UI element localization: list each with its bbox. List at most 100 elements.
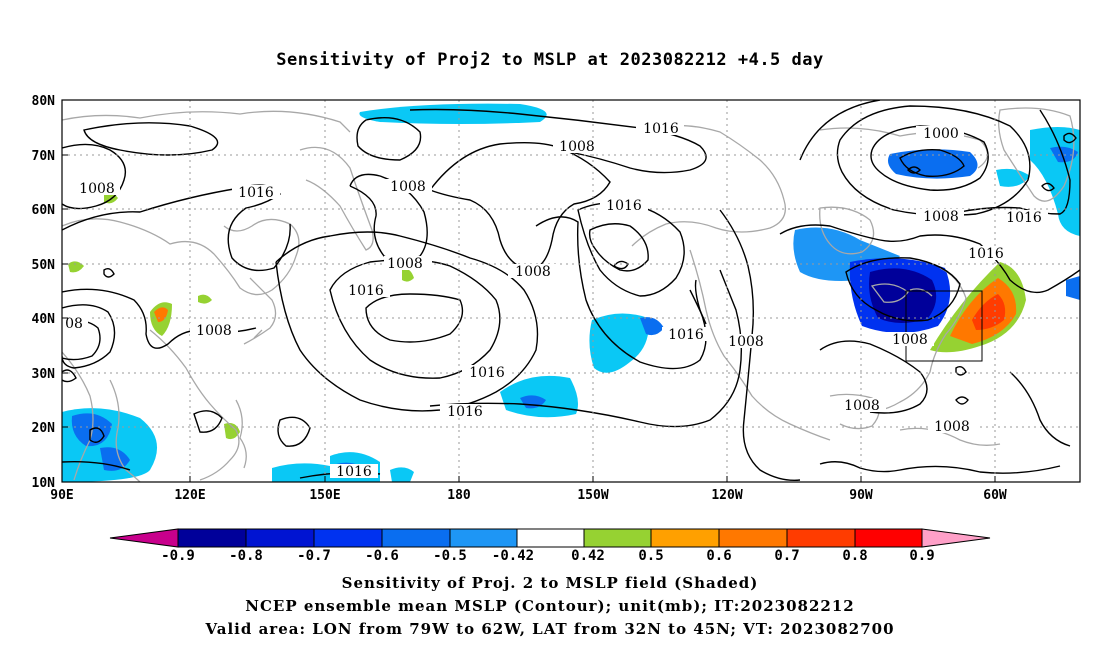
shade-green-3 [198, 294, 212, 304]
contour-label: 1016 [336, 464, 372, 480]
contour-label: 1008 [79, 181, 115, 197]
colorbar-bin [313, 528, 383, 548]
shade-ne-blue [1050, 146, 1078, 163]
colorbar-bin [718, 528, 788, 548]
isobar-1016-pac-west [329, 259, 501, 379]
isobar-na-coast [689, 289, 707, 325]
colorbar-bin [449, 528, 518, 548]
contour-label: 1016 [348, 283, 384, 299]
lon-label: 180 [447, 488, 471, 503]
isobar-1008-na-east [779, 224, 1080, 294]
lat-label: 70N [32, 149, 56, 164]
shade-hawaii-cyan [500, 375, 578, 418]
isobar-1008-nw [62, 143, 127, 210]
valid-area-box [905, 290, 983, 362]
colorbar-label: -0.9 [161, 548, 195, 564]
contour-label: 1008 [844, 398, 880, 414]
colorbar-bin [650, 528, 720, 548]
figure-title: Sensitivity of Proj2 to MSLP at 20230822… [276, 50, 824, 70]
isobar-small-loop1 [907, 166, 921, 174]
lon-label: 60W [983, 488, 1007, 503]
coastline-asia-north [62, 110, 351, 133]
coastline-greenland [998, 107, 1075, 202]
axis-ticks [62, 99, 996, 483]
shade-east-darkblue [869, 268, 937, 323]
shade-midpac-cyan [589, 313, 649, 373]
shade-south-cyan3 [390, 467, 414, 482]
shade-green-4 [402, 269, 414, 282]
isobar-1008-se [819, 340, 928, 414]
colorbar-bin [786, 528, 856, 548]
isobar-trop-w2 [277, 416, 311, 447]
colorbar-max-arrow [921, 528, 991, 548]
contour-label: 1008 [387, 256, 423, 272]
isobar-small-loop4 [955, 396, 969, 405]
colorbar-bin [177, 528, 247, 548]
coastline-caribbean [899, 427, 1001, 446]
coastline-na-east [861, 267, 967, 412]
coastline-kamchatka [299, 146, 374, 251]
isobar-1016-pac-large [275, 231, 539, 412]
isobar-trop-e1 [819, 461, 1061, 474]
isobar-small-loop7 [62, 369, 77, 383]
contour-label: 1016 [1006, 210, 1042, 226]
colorbar-label: 0.8 [842, 548, 867, 564]
isobar-loop-kuril [356, 117, 422, 161]
footer-line-2: NCEP ensemble mean MSLP (Contour); unit(… [245, 597, 855, 615]
shade-arctic-cyan2 [996, 168, 1030, 187]
coastline-philippines [235, 399, 247, 469]
lon-label: 150E [309, 488, 340, 503]
contour-label: 1016 [606, 198, 642, 214]
contour-label: 1016 [643, 121, 679, 137]
coastline-india [62, 351, 94, 481]
shade-arctic-cyan [359, 103, 547, 124]
shade-atlantic-blue [1066, 276, 1080, 300]
colorbar-label: -0.5 [433, 548, 467, 564]
colorbar-bin [583, 528, 652, 548]
isobar-1016-aleutian [409, 108, 707, 174]
lon-label: 120E [174, 488, 205, 503]
colorbar-label: 0.9 [909, 548, 934, 564]
contour-label: 1008 [515, 264, 551, 280]
lon-label: 90W [849, 488, 873, 503]
colorbar-label: 0.6 [706, 548, 731, 564]
colorbar-bin [854, 528, 923, 548]
colorbar: -0.9 -0.8 -0.7 -0.6 -0.5 -0.42 0.42 0.5 … [109, 528, 991, 564]
colorbar-label: -0.6 [365, 548, 399, 564]
contour-label: 1016 [469, 365, 505, 381]
isobar-small-loop8 [1063, 132, 1077, 144]
isobar-small-loop3 [1041, 182, 1055, 192]
longitude-labels: 90E 120E 150E 180 150W 120W 90W 60W [50, 488, 1007, 503]
lat-label: 30N [32, 367, 56, 382]
contour-label: 1008 [196, 323, 232, 339]
lat-label: 10N [32, 476, 56, 491]
contour-label: 1008 [934, 419, 970, 435]
shade-east-red [972, 294, 1006, 330]
isobar-1016-gulf-alaska [577, 202, 685, 297]
colorbar-label: -0.8 [229, 548, 263, 564]
coastline-japan [243, 277, 277, 345]
isobar-1008-aleutian [429, 141, 611, 271]
isobar-1016-subtropical [429, 269, 743, 428]
contour-label: 1016 [238, 185, 274, 201]
contour-label: 1008 [892, 332, 928, 348]
lon-label: 120W [711, 488, 742, 503]
shade-arctic-blue [888, 149, 978, 179]
isobar-high-inner [365, 293, 464, 343]
colorbar-bin [245, 528, 315, 548]
isobar-loop-asia-north [83, 122, 219, 156]
isobar-small-loop2 [612, 260, 629, 270]
shade-green-2 [68, 261, 84, 273]
coastline-asia-east [62, 218, 300, 296]
colorbar-min-arrow [109, 528, 179, 548]
colorbar-bin [381, 528, 451, 548]
contour-label: 1016 [447, 404, 483, 420]
isobar-arctic-1008 [836, 105, 1031, 217]
coastline-hudson [819, 206, 875, 255]
contour-label: 08 [65, 316, 83, 332]
lat-label: 60N [32, 203, 56, 218]
shade-green-5 [224, 423, 240, 440]
contour-label: 1008 [923, 209, 959, 225]
isobar-1008-na [719, 209, 801, 481]
